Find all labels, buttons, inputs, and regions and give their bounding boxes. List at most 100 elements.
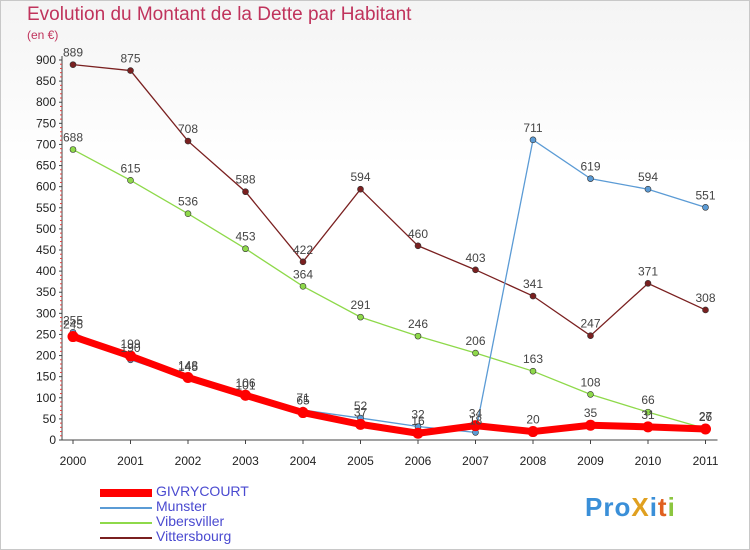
data-label: 594 bbox=[350, 170, 370, 184]
data-label: 66 bbox=[641, 393, 655, 407]
data-point bbox=[299, 258, 307, 266]
data-label: 108 bbox=[580, 375, 600, 389]
data-label: 190 bbox=[120, 341, 140, 355]
y-tick-label: 50 bbox=[43, 412, 57, 426]
data-label: 26 bbox=[699, 410, 713, 424]
data-point bbox=[472, 349, 479, 357]
data-label: 291 bbox=[350, 298, 370, 312]
data-point bbox=[355, 418, 366, 430]
data-label: 460 bbox=[408, 227, 428, 241]
y-tick-label: 100 bbox=[36, 391, 56, 405]
data-point bbox=[414, 242, 422, 250]
data-label: 18 bbox=[469, 413, 483, 427]
data-label: 371 bbox=[638, 264, 658, 278]
data-point bbox=[240, 389, 251, 401]
legend-swatch bbox=[100, 489, 152, 497]
data-point bbox=[127, 177, 134, 184]
legend-swatch bbox=[100, 507, 152, 509]
data-label: 889 bbox=[63, 46, 83, 60]
data-point bbox=[414, 332, 422, 340]
data-point bbox=[67, 331, 79, 343]
data-point bbox=[184, 210, 192, 217]
data-label: 453 bbox=[235, 230, 255, 244]
series-lines bbox=[67, 61, 711, 439]
axes: 0 50 100 150 200 250 300 350 400 450 500 550 600 650 7… bbox=[36, 53, 719, 468]
data-label: 163 bbox=[523, 352, 543, 366]
data-point bbox=[529, 367, 537, 375]
data-point bbox=[184, 137, 192, 145]
data-label: 71 bbox=[296, 391, 310, 405]
data-label: 245 bbox=[63, 318, 83, 332]
data-point bbox=[527, 426, 539, 438]
series-vittersbourg bbox=[69, 61, 709, 340]
x-tick-label: 2006 bbox=[405, 454, 432, 468]
series-line bbox=[72, 63, 706, 337]
data-label: 708 bbox=[178, 122, 198, 136]
data-point bbox=[587, 175, 594, 182]
y-tick-label: 500 bbox=[36, 222, 56, 236]
data-point bbox=[127, 67, 134, 74]
y-tick-label: 0 bbox=[49, 433, 56, 447]
data-label: 20 bbox=[526, 413, 540, 427]
legend-swatch bbox=[100, 522, 152, 524]
data-label: 588 bbox=[235, 173, 255, 187]
data-point bbox=[69, 146, 77, 153]
data-point bbox=[529, 292, 537, 300]
data-point bbox=[412, 427, 424, 439]
data-label: 52 bbox=[354, 399, 368, 413]
data-label: 145 bbox=[178, 360, 198, 374]
data-point bbox=[299, 283, 307, 290]
series-line bbox=[69, 333, 709, 437]
data-label: 37 bbox=[354, 405, 368, 419]
data-label: 31 bbox=[641, 408, 655, 422]
x-tick-label: 2001 bbox=[117, 454, 144, 468]
data-label: 615 bbox=[120, 161, 140, 175]
y-tick-label: 300 bbox=[36, 306, 56, 320]
y-tick-label: 700 bbox=[36, 137, 56, 151]
data-label: 16 bbox=[411, 414, 425, 428]
data-label: 341 bbox=[523, 277, 543, 291]
data-label: 148 bbox=[178, 359, 198, 373]
data-label: 711 bbox=[523, 121, 542, 135]
data-point bbox=[644, 185, 652, 193]
data-point bbox=[702, 204, 709, 211]
y-tick-label: 250 bbox=[36, 327, 56, 341]
x-tick-label: 2002 bbox=[175, 454, 202, 468]
y-tick-label: 400 bbox=[36, 264, 56, 278]
y-tick-label: 850 bbox=[36, 74, 56, 88]
data-label: 255 bbox=[63, 313, 83, 327]
x-tick-label: 2004 bbox=[290, 454, 317, 468]
y-tick-label: 800 bbox=[36, 95, 56, 109]
y-tick-label: 750 bbox=[36, 116, 56, 130]
legend-label: Vittersbourg bbox=[156, 528, 232, 544]
data-label: 247 bbox=[580, 317, 600, 331]
x-tick-label: 2009 bbox=[577, 454, 604, 468]
y-tick-label: 650 bbox=[36, 159, 56, 173]
y-tick-label: 900 bbox=[36, 53, 56, 67]
data-label: 594 bbox=[638, 170, 658, 184]
data-label: 34 bbox=[469, 407, 483, 421]
y-tick-label: 550 bbox=[36, 201, 56, 215]
x-tick-label: 2003 bbox=[232, 454, 259, 468]
series-givrycourt bbox=[67, 331, 711, 439]
data-label: 551 bbox=[695, 188, 715, 202]
data-label: 246 bbox=[408, 317, 428, 331]
data-point bbox=[700, 423, 711, 435]
data-label: 308 bbox=[695, 291, 715, 305]
data-label: 101 bbox=[235, 378, 255, 392]
x-tick-label: 2010 bbox=[635, 454, 662, 468]
data-point bbox=[182, 372, 194, 384]
data-point bbox=[702, 306, 709, 314]
legend-swatch bbox=[100, 537, 152, 539]
legend-label: Vibersviller bbox=[156, 513, 225, 529]
data-labels: 245 199 148 106 65 37 16 34 20 35 31 26 255 190 145 101… bbox=[63, 46, 716, 429]
y-tick-label: 600 bbox=[36, 180, 56, 194]
data-point bbox=[642, 421, 654, 433]
data-point bbox=[644, 408, 652, 416]
x-tick-label: 2008 bbox=[520, 454, 547, 468]
data-point bbox=[470, 420, 481, 432]
y-tick-label: 450 bbox=[36, 243, 56, 257]
y-tick-label: 350 bbox=[36, 285, 56, 299]
